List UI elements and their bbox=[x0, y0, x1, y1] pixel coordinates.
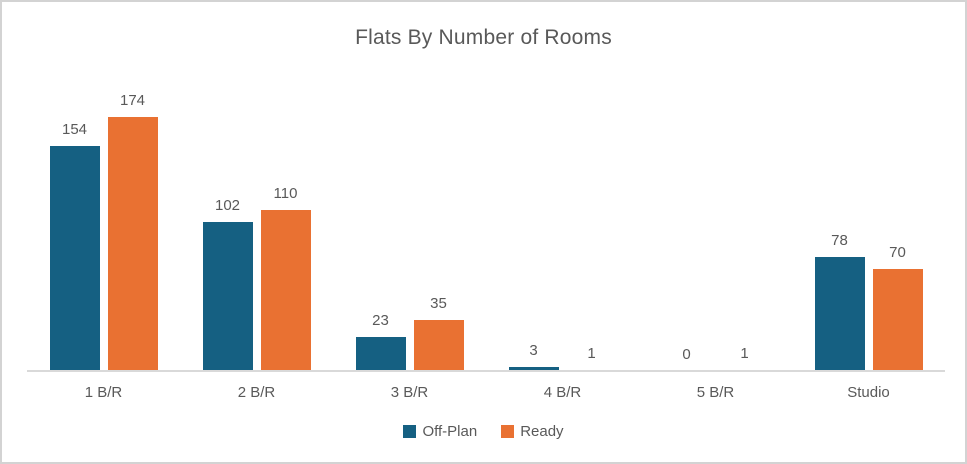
bar-value-label: 70 bbox=[889, 243, 906, 261]
x-axis-line bbox=[27, 370, 945, 372]
legend-swatch-icon bbox=[403, 425, 417, 438]
bar-wrap-ready: 70 bbox=[872, 243, 923, 371]
x-axis-label: 4 B/R bbox=[543, 384, 582, 401]
bar-value-label: 154 bbox=[61, 121, 88, 139]
x-axis-labels: 1 B/R 2 B/R 3 B/R 4 B/R 5 B/R Studio bbox=[27, 384, 945, 401]
bar-wrap-off-plan: 78 bbox=[814, 232, 865, 371]
x-axis-label: 3 B/R bbox=[390, 384, 429, 401]
bar-off-plan[interactable] bbox=[355, 337, 406, 371]
bar-ready[interactable] bbox=[872, 268, 923, 371]
bar-value-label: 102 bbox=[214, 197, 241, 215]
bar-value-label: 3 bbox=[529, 341, 538, 359]
bar-ready[interactable] bbox=[413, 319, 464, 371]
bar-ready[interactable] bbox=[107, 117, 158, 371]
bar-value-label: 35 bbox=[430, 294, 447, 312]
bar-off-plan[interactable] bbox=[508, 366, 559, 371]
legend-item-ready[interactable]: Ready bbox=[501, 423, 564, 440]
bar-group: 154 174 bbox=[27, 82, 180, 371]
bar-wrap-off-plan: 154 bbox=[49, 121, 100, 371]
bar-value-label: 110 bbox=[273, 185, 298, 203]
bar-wrap-ready: 1 bbox=[566, 344, 617, 371]
bar-group: 23 35 bbox=[333, 82, 486, 371]
bar-wrap-off-plan: 23 bbox=[355, 312, 406, 371]
bar-off-plan[interactable] bbox=[814, 257, 865, 371]
x-axis-label: 1 B/R bbox=[84, 384, 123, 401]
bar-value-label: 174 bbox=[119, 92, 146, 109]
x-axis-label: 2 B/R bbox=[237, 384, 276, 401]
chart-title: Flats By Number of Rooms bbox=[355, 26, 612, 49]
bar-value-label: 78 bbox=[831, 232, 848, 250]
bar-group: 102 110 bbox=[180, 82, 333, 371]
bar-value-label: 1 bbox=[740, 344, 749, 362]
bar-off-plan[interactable] bbox=[49, 146, 100, 371]
bar-wrap-off-plan: 0 bbox=[662, 346, 712, 371]
bar-value-label: 23 bbox=[372, 312, 389, 330]
plot-area: 154 174 102 110 23 35 3 1 0 1 78 70 bbox=[27, 82, 945, 371]
legend: Off-Plan Ready bbox=[2, 423, 965, 440]
legend-item-off-plan[interactable]: Off-Plan bbox=[403, 423, 477, 440]
bar-wrap-off-plan: 3 bbox=[508, 341, 559, 371]
x-axis-label: Studio bbox=[847, 384, 890, 401]
legend-label: Off-Plan bbox=[422, 423, 478, 440]
bar-value-label: 1 bbox=[587, 344, 596, 362]
bar-wrap-ready: 1 bbox=[719, 344, 770, 371]
x-axis-label: 5 B/R bbox=[696, 384, 735, 401]
bar-group: 78 70 bbox=[792, 82, 945, 371]
legend-swatch-icon bbox=[501, 425, 515, 438]
bar-value-label: 0 bbox=[682, 346, 691, 363]
bar-wrap-ready: 110 bbox=[260, 185, 311, 371]
bar-wrap-off-plan: 102 bbox=[202, 197, 253, 371]
bar-wrap-ready: 35 bbox=[413, 294, 464, 371]
bar-wrap-ready: 174 bbox=[107, 92, 158, 371]
legend-label: Ready bbox=[520, 423, 564, 440]
bar-ready[interactable] bbox=[260, 210, 311, 371]
bar-off-plan[interactable] bbox=[202, 222, 253, 371]
